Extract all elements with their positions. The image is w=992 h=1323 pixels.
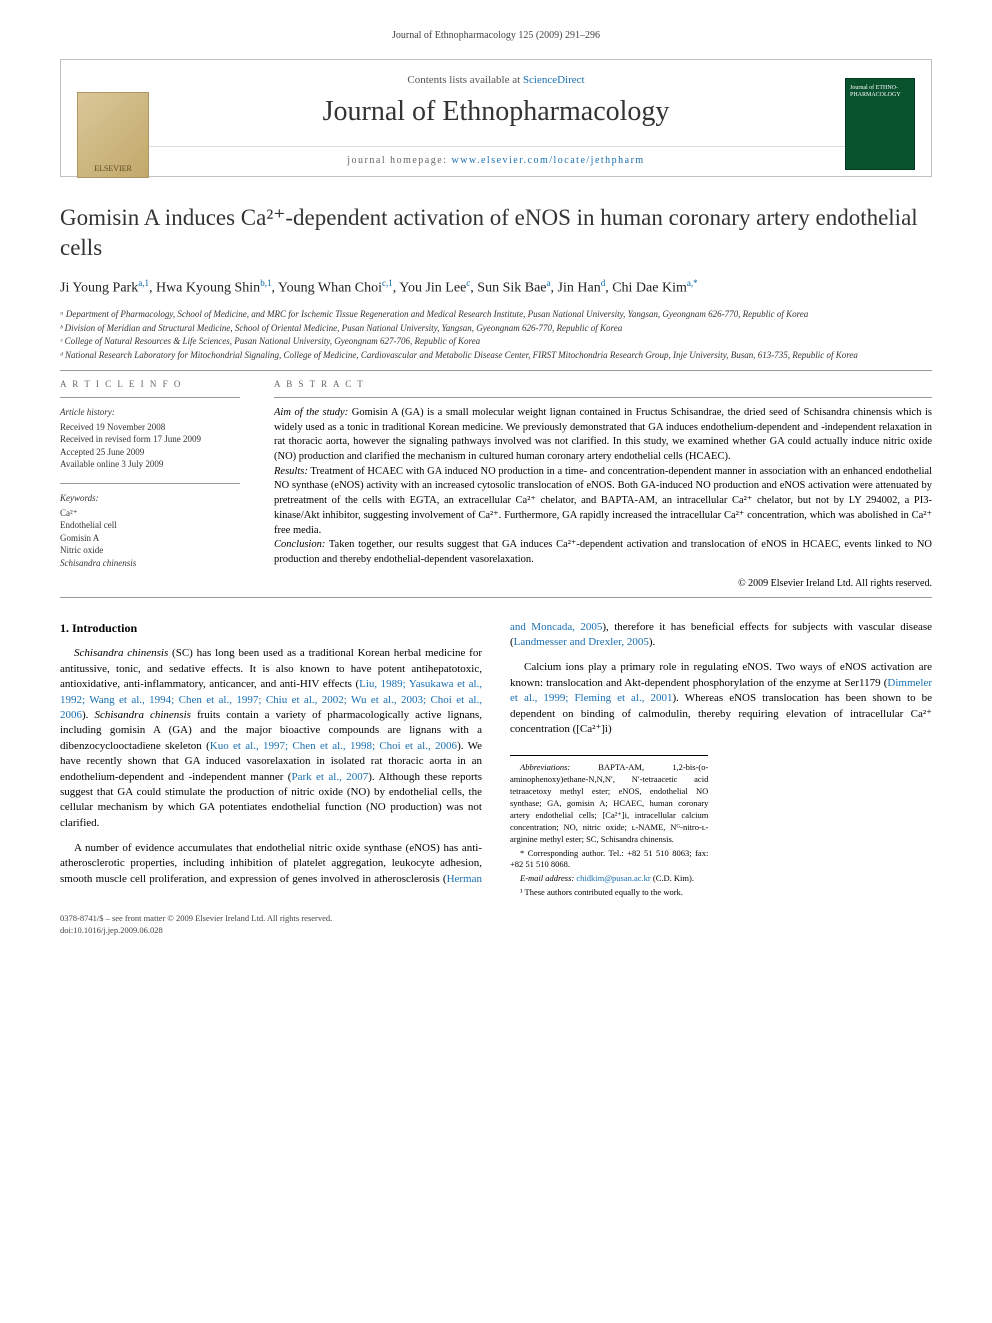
history-label: Article history: xyxy=(60,406,240,419)
article-history-block: Article history: Received 19 November 20… xyxy=(60,406,240,471)
affiliations-list: ᵃ Department of Pharmacology, School of … xyxy=(60,308,932,362)
citation-link[interactable]: Park et al., 2007 xyxy=(291,771,368,783)
abstract-segment: Aim of the study: Gomisin A (GA) is a sm… xyxy=(274,406,932,465)
email-suffix: (C.D. Kim). xyxy=(651,873,694,883)
journal-title: Journal of Ethnopharmacology xyxy=(83,96,909,128)
abbrev-label: Abbreviations: xyxy=(520,762,570,772)
contents-prefix: Contents lists available at xyxy=(407,74,522,86)
abbrev-text: BAPTA-AM, 1,2-bis-(o-aminophenoxy)ethane… xyxy=(510,762,708,843)
citation-link[interactable]: Landmesser and Drexler, 2005 xyxy=(514,636,649,648)
keyword-line: Gomisin A xyxy=(60,532,240,545)
history-line: Received 19 November 2008 xyxy=(60,421,240,434)
abbreviations-footnote: Abbreviations: BAPTA-AM, 1,2-bis-(o-amin… xyxy=(510,762,708,845)
elsevier-logo: ELSEVIER xyxy=(77,92,149,178)
history-line: Accepted 25 June 2009 xyxy=(60,446,240,459)
email-footnote: E-mail address: chidkim@pusan.ac.kr (C.D… xyxy=(510,873,708,885)
equal-contribution-footnote: ¹ These authors contributed equally to t… xyxy=(510,887,708,899)
abstract-segment: Conclusion: Taken together, our results … xyxy=(274,538,932,567)
body-paragraph: Calcium ions play a primary role in regu… xyxy=(510,660,932,737)
article-title: Gomisin A induces Ca²⁺-dependent activat… xyxy=(60,203,932,263)
divider xyxy=(274,397,932,398)
article-info-heading: A R T I C L E I N F O xyxy=(60,379,240,389)
citation-link[interactable]: Dimmeler et al., 1999; Fleming et al., 2… xyxy=(510,677,932,704)
abstract-segment-label: Aim of the study: xyxy=(274,407,348,418)
divider xyxy=(60,397,240,398)
abstract-copyright: © 2009 Elsevier Ireland Ltd. All rights … xyxy=(274,578,932,589)
abstract-heading: A B S T R A C T xyxy=(274,379,932,389)
keyword-line: Ca²⁺ xyxy=(60,507,240,520)
email-label: E-mail address: xyxy=(520,873,576,883)
homepage-link[interactable]: www.elsevier.com/locate/jethpharm xyxy=(451,155,644,166)
doi-line: doi:10.1016/j.jep.2009.06.028 xyxy=(60,925,932,937)
abstract-segment: Results: Treatment of HCAEC with GA indu… xyxy=(274,465,932,538)
citation-link[interactable]: Kuo et al., 1997; Chen et al., 1998; Cho… xyxy=(210,740,457,752)
section-heading-introduction: 1. Introduction xyxy=(60,620,482,637)
history-line: Received in revised form 17 June 2009 xyxy=(60,433,240,446)
abstract-column: A B S T R A C T Aim of the study: Gomisi… xyxy=(274,379,932,589)
journal-cover-thumbnail: Journal of ETHNO-PHARMACOLOGY xyxy=(845,78,915,170)
corr-label: * Corresponding author. xyxy=(520,848,608,858)
sciencedirect-link[interactable]: ScienceDirect xyxy=(523,74,585,86)
homepage-label: journal homepage: xyxy=(347,155,451,166)
divider xyxy=(60,370,932,371)
keyword-line: Nitric oxide xyxy=(60,544,240,557)
divider xyxy=(60,483,240,484)
affiliation-line: ᶜ College of Natural Resources & Life Sc… xyxy=(60,335,932,349)
keyword-line: Endothelial cell xyxy=(60,519,240,532)
authors-list: Ji Young Parka,1, Hwa Kyoung Shinb,1, Yo… xyxy=(60,277,932,298)
journal-header-frame: ELSEVIER Journal of ETHNO-PHARMACOLOGY C… xyxy=(60,59,932,177)
running-header: Journal of Ethnopharmacology 125 (2009) … xyxy=(60,30,932,41)
abstract-segment-text: Taken together, our results suggest that… xyxy=(274,539,932,565)
email-link[interactable]: chidkim@pusan.ac.kr xyxy=(576,873,650,883)
history-line: Available online 3 July 2009 xyxy=(60,458,240,471)
footnotes-block: Abbreviations: BAPTA-AM, 1,2-bis-(o-amin… xyxy=(510,755,708,899)
abstract-segment-text: Treatment of HCAEC with GA induced NO pr… xyxy=(274,466,932,536)
divider xyxy=(60,597,932,598)
abstract-segment-label: Results: xyxy=(274,466,308,477)
contents-available-line: Contents lists available at ScienceDirec… xyxy=(83,74,909,86)
issn-line: 0378-8741/$ – see front matter © 2009 El… xyxy=(60,913,932,925)
keywords-block: Keywords: Ca²⁺Endothelial cellGomisin AN… xyxy=(60,492,240,570)
affiliation-line: ᵇ Division of Meridian and Structural Me… xyxy=(60,322,932,336)
body-two-column: 1. Introduction Schisandra chinensis (SC… xyxy=(60,620,932,900)
body-paragraph: Schisandra chinensis (SC) has long been … xyxy=(60,646,482,831)
abstract-segment-label: Conclusion: xyxy=(274,539,325,550)
article-meta-row: A R T I C L E I N F O Article history: R… xyxy=(60,379,932,589)
doi-block: 0378-8741/$ – see front matter © 2009 El… xyxy=(60,913,932,937)
keyword-line: Schisandra chinensis xyxy=(60,557,240,570)
affiliation-line: ᵈ National Research Laboratory for Mitoc… xyxy=(60,349,932,363)
corresponding-author-footnote: * Corresponding author. Tel.: +82 51 510… xyxy=(510,848,708,872)
article-info-column: A R T I C L E I N F O Article history: R… xyxy=(60,379,240,589)
affiliation-line: ᵃ Department of Pharmacology, School of … xyxy=(60,308,932,322)
journal-homepage-line: journal homepage: www.elsevier.com/locat… xyxy=(83,146,909,166)
keywords-label: Keywords: xyxy=(60,492,240,505)
abstract-segment-text: Gomisin A (GA) is a small molecular weig… xyxy=(274,407,932,462)
